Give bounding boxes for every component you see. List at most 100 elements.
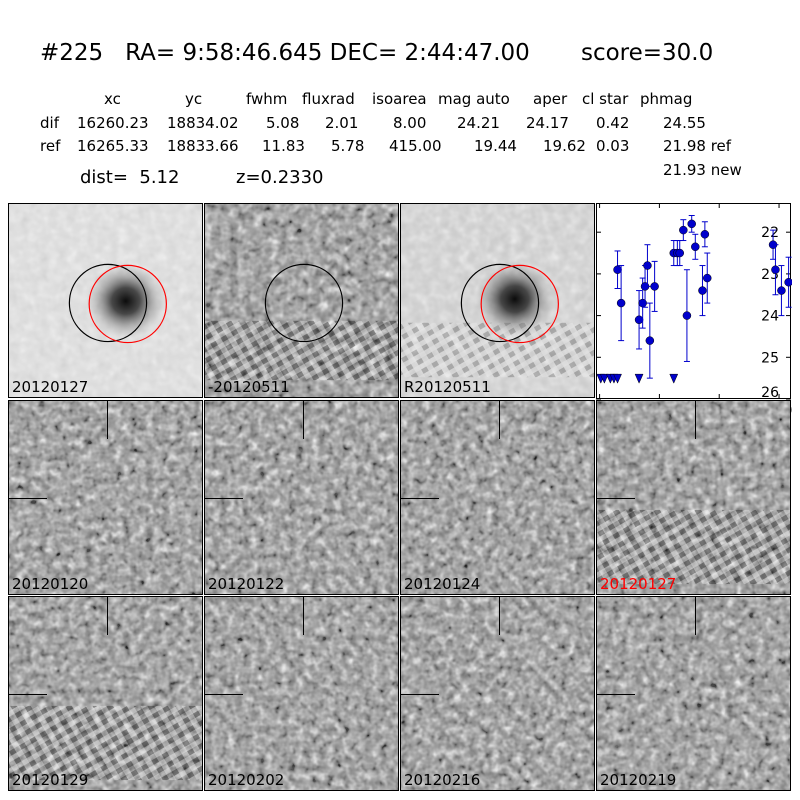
data-point (703, 273, 712, 283)
data-point (645, 336, 655, 345)
position-tick-horizontal (597, 498, 635, 499)
stamp-label: R20120511 (404, 378, 491, 396)
plot-frame (596, 203, 791, 399)
epoch-stamp: 20120122 (204, 400, 399, 595)
position-tick-horizontal (401, 694, 439, 695)
ref-cl-star: 0.03 (596, 137, 630, 155)
dif-mag-auto: 24.21 (457, 114, 500, 132)
col-phmag: phmag (640, 90, 693, 108)
ref-fwhm: 11.83 (262, 137, 305, 155)
stamp-new: R20120511 (400, 203, 595, 398)
limit-marker (634, 373, 644, 384)
ref-isoarea: 415.00 (389, 137, 442, 155)
epoch-label: 20120120 (12, 575, 89, 593)
dif-cl-star: 0.42 (596, 114, 630, 132)
y-tick-label: 24 (761, 309, 779, 325)
data-point (784, 277, 793, 287)
position-tick-vertical (303, 401, 304, 439)
ref-mag-auto: 19.44 (474, 137, 517, 155)
epoch-stamp: 20120129 (8, 596, 203, 791)
position-tick-vertical (499, 401, 500, 439)
epoch-stamp: 20120120 (8, 400, 203, 595)
data-point (616, 298, 626, 308)
stamp-difference: -20120511 (204, 203, 399, 398)
ref-yc: 18833.66 (167, 137, 239, 155)
epoch-label: 20120129 (12, 771, 89, 789)
ref-phmag: 21.98 ref (663, 137, 732, 155)
epoch-label: 20120124 (404, 575, 481, 593)
ref-xc: 16265.33 (77, 137, 149, 155)
epoch-stamp: 20120216 (400, 596, 595, 791)
dif-phmag: 24.55 (663, 114, 706, 132)
position-tick-horizontal (205, 694, 243, 695)
position-tick-vertical (107, 597, 108, 635)
stamp-label: 20120127 (12, 378, 89, 396)
dif-isoarea: 8.00 (393, 114, 427, 132)
position-tick-horizontal (401, 498, 439, 499)
col-fwhm: fwhm (246, 90, 288, 108)
dif-fluxrad: 2.01 (325, 114, 359, 132)
col-mag-auto: mag auto (438, 90, 510, 108)
ref-fluxrad: 5.78 (331, 137, 365, 155)
aperture-circle-black (460, 263, 540, 343)
limit-marker (669, 373, 679, 384)
col-yc: yc (185, 90, 203, 108)
col-xc: xc (104, 90, 121, 108)
data-point (700, 230, 710, 239)
col-cl-star: cl star (582, 90, 629, 108)
position-tick-vertical (695, 401, 696, 439)
epoch-label: 20120216 (404, 771, 481, 789)
stamp-label: -20120511 (208, 378, 290, 396)
position-tick-horizontal (9, 498, 47, 499)
position-tick-vertical (499, 597, 500, 635)
page-title: #225 RA= 9:58:46.645 DEC= 2:44:47.00 sco… (40, 40, 714, 66)
epoch-stamp: 20120219 (596, 596, 791, 791)
aperture-circle-red (88, 264, 167, 344)
dist-value: dist= 5.12 (80, 167, 180, 188)
position-tick-vertical (303, 597, 304, 635)
position-tick-horizontal (9, 694, 47, 695)
col-isoarea: isoarea (372, 90, 427, 108)
y-tick-label: 25 (761, 350, 779, 366)
position-tick-horizontal (597, 694, 635, 695)
dif-yc: 18834.02 (167, 114, 239, 132)
data-point (777, 286, 786, 295)
aperture-circle-red (480, 264, 559, 344)
limit-marker (599, 373, 609, 384)
row-ref-label: ref (40, 137, 61, 155)
position-tick-vertical (695, 597, 696, 635)
data-point (691, 242, 700, 252)
data-point (643, 261, 652, 270)
data-point (679, 225, 688, 235)
y-tick-label: 26 (761, 385, 779, 401)
epoch-label: 20120122 (208, 575, 285, 593)
epoch-stamp: 20120202 (204, 596, 399, 791)
y-tick-label: 22 (761, 225, 779, 241)
data-point (698, 286, 707, 295)
dif-fwhm: 5.08 (266, 114, 300, 132)
data-point (675, 248, 684, 258)
stamp-reference: 20120127 (8, 203, 203, 398)
epoch-stamp: 20120124 (400, 400, 595, 595)
data-point (682, 311, 692, 320)
data-point (771, 265, 780, 274)
col-aper: aper (533, 90, 568, 108)
dif-aper: 24.17 (526, 114, 569, 132)
epoch-label: 20120127 (600, 575, 677, 593)
light-curve-plot: 2223242526050100150 (595, 203, 793, 434)
aperture-circle-black (264, 263, 344, 343)
light-curve-svg: 2223242526050100150 (595, 203, 793, 419)
epoch-label: 20120219 (600, 771, 677, 789)
aperture-circle-black (68, 263, 148, 343)
position-tick-horizontal (205, 498, 243, 499)
new-phmag: 21.93 new (663, 161, 742, 179)
ref-aper: 19.62 (543, 137, 586, 155)
data-point (634, 315, 644, 325)
position-tick-vertical (107, 401, 108, 439)
data-point (650, 282, 659, 291)
col-fluxrad: fluxrad (302, 90, 355, 108)
redshift-value: z=0.2330 (236, 167, 324, 188)
data-point (613, 265, 622, 274)
data-point (687, 219, 696, 229)
epoch-stamp: 20120127 (596, 400, 791, 595)
